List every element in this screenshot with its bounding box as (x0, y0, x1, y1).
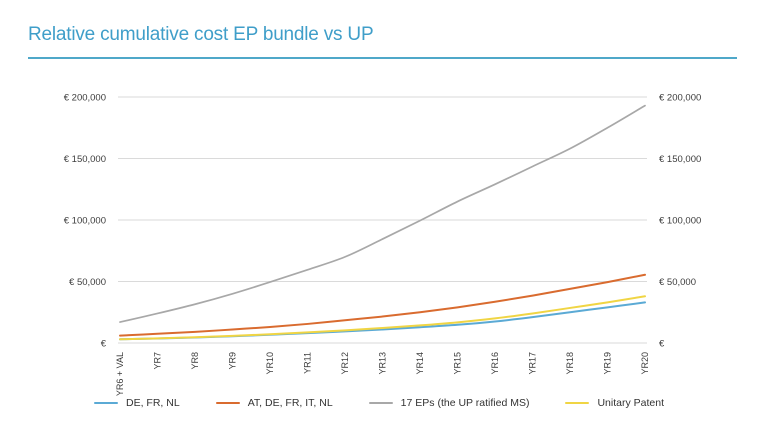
x-tick-label: YR12 (340, 352, 350, 375)
legend-item: DE, FR, NL (94, 397, 180, 409)
x-tick-label: YR10 (265, 352, 275, 375)
x-tick-label: YR6 + VAL (115, 352, 125, 396)
x-tick-label: YR13 (378, 352, 388, 375)
x-tick-label: YR8 (190, 352, 200, 370)
y-tick-label-left: € 100,000 (64, 216, 106, 227)
y-tick-label-right: € 100,000 (659, 216, 701, 227)
legend-item: Unitary Patent (565, 397, 664, 409)
x-tick-label: YR18 (565, 352, 575, 375)
y-tick-label-left: € 200,000 (64, 93, 106, 104)
y-tick-label-right: € 200,000 (659, 93, 701, 104)
y-tick-label-right: € 150,000 (659, 154, 701, 165)
title-rule (28, 57, 737, 59)
x-tick-label: YR7 (153, 352, 163, 370)
legend-label: AT, DE, FR, IT, NL (247, 397, 333, 409)
x-tick-label: YR20 (640, 352, 650, 375)
legend-swatch (215, 402, 240, 404)
y-tick-label-left: € (101, 339, 107, 350)
legend-item: 17 EPs (the UP ratified MS) (368, 397, 530, 409)
page-title: Relative cumulative cost EP bundle vs UP (28, 24, 374, 45)
x-tick-label: YR15 (453, 352, 463, 375)
y-tick-label-left: € 50,000 (69, 277, 106, 288)
series-line-at-de-fr-it-nl (119, 273, 646, 337)
x-tick-label: YR17 (528, 352, 538, 375)
y-tick-label-right: € (659, 339, 665, 350)
y-tick-label-right: € 50,000 (659, 277, 696, 288)
legend-label: Unitary Patent (597, 397, 664, 409)
series-line-unitary-patent (119, 295, 646, 341)
legend-swatch (368, 402, 393, 404)
legend-item: AT, DE, FR, IT, NL (215, 397, 333, 409)
x-tick-label: YR11 (303, 352, 313, 374)
legend-swatch (94, 402, 118, 404)
series-line-17-eps-the-up-ratified-ms (119, 104, 646, 323)
y-tick-label-left: € 150,000 (64, 154, 106, 165)
legend-label: DE, FR, NL (126, 397, 180, 409)
chart-legend: DE, FR, NL AT, DE, FR, IT, NL 17 EPs (the … (0, 397, 758, 409)
legend-swatch (565, 402, 590, 404)
legend-label: 17 EPs (the UP ratified MS) (400, 397, 530, 409)
x-tick-label: YR19 (603, 352, 613, 375)
x-tick-label: YR9 (228, 352, 238, 370)
x-tick-label: YR14 (415, 352, 425, 375)
x-tick-label: YR16 (490, 352, 500, 375)
